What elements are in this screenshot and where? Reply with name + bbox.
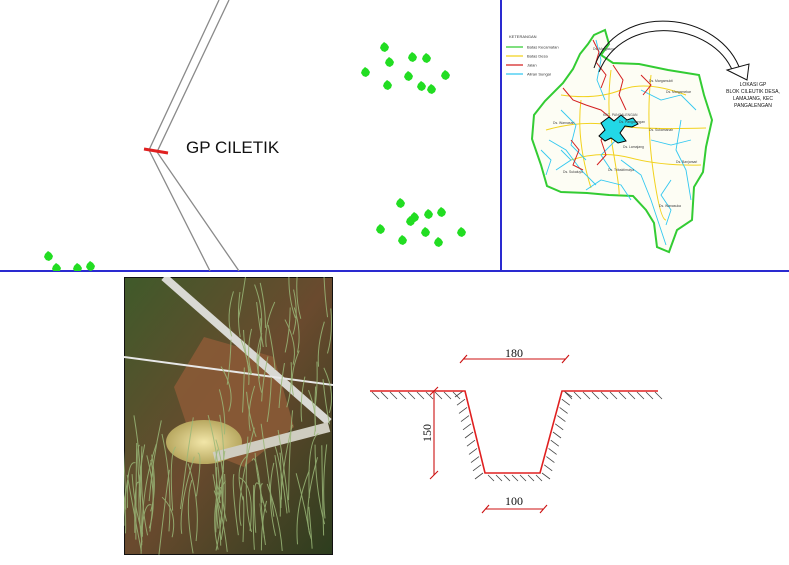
village-label: Ds. Sukamanah [649, 128, 673, 132]
depth-dimension [429, 386, 439, 480]
callout-line: LAMAJANG, KEC [733, 96, 773, 102]
bottom-width-dimension [481, 504, 548, 514]
tree-icon [73, 263, 82, 273]
village-label: KEC. PANGALENGAN [603, 113, 638, 117]
legend-label: Batas Desa [527, 54, 548, 59]
gp-marker [143, 147, 169, 155]
location-map-panel: KETERANGAN Batas Kecamatan Batas Desa Ja… [501, 0, 789, 271]
tree-icon [408, 52, 417, 62]
tree-icon [406, 216, 415, 226]
tree-icon [404, 71, 413, 81]
village-boundaries [545, 69, 707, 221]
tree-icon [421, 227, 430, 237]
tree-icon [44, 251, 53, 261]
site-photo [112, 272, 334, 556]
tree-icon [441, 70, 450, 80]
channel-profile [370, 390, 658, 474]
tree-icon [380, 42, 389, 52]
legend-label: Aliran Sungai [527, 72, 551, 77]
tree-icon [424, 209, 433, 219]
village-label: Ds. Sukaluyu [563, 170, 583, 174]
village-label: Ds. Pangalengan [619, 120, 645, 124]
tree-icon [434, 237, 443, 247]
tree-icon [398, 235, 407, 245]
legend-item: Batas Desa [506, 54, 548, 59]
tree-icon [437, 207, 446, 217]
tree-icon [422, 53, 431, 63]
callout-arrow [593, 20, 750, 81]
tree-icon [361, 67, 370, 77]
bottom-width-label: 100 [505, 494, 523, 508]
tree-icon [383, 80, 392, 90]
cross-section-drawing: 180 100 150 [370, 346, 663, 514]
legend-title: KETERANGAN [509, 34, 537, 39]
tree-icon [86, 261, 95, 271]
callout-line: LOKASI GP [740, 82, 767, 88]
tree-icon [427, 84, 436, 94]
ground-hatch [371, 390, 663, 482]
canal-line [148, 0, 240, 272]
village-label: Ds. Margamekar [666, 90, 692, 94]
legend-item: Aliran Sungai [506, 72, 551, 77]
tree-icon [385, 57, 394, 67]
village-label: Ds. Wanasuka [659, 204, 681, 208]
channel-cross-section: 180 100 150 [340, 280, 789, 560]
horizontal-divider [0, 270, 789, 272]
tree-icon [417, 81, 426, 91]
map-legend: KETERANGAN Batas Kecamatan Batas Desa Ja… [506, 34, 559, 77]
callout-text: LOKASI GP BLOK CILEUTIK DESA, LAMAJANG, … [726, 82, 780, 109]
village-label: Ds. Warnasari [553, 121, 575, 125]
location-map: KETERANGAN Batas Kecamatan Batas Desa Ja… [506, 20, 780, 254]
rivers [540, 39, 697, 246]
tree-icon [376, 224, 385, 234]
site-label: GP CILETIK [186, 138, 280, 157]
legend-item: Batas Kecamatan [506, 45, 559, 50]
legend-label: Jalan [527, 63, 537, 68]
top-width-label: 180 [505, 346, 523, 360]
site-area [598, 114, 639, 144]
site-plan-panel: GP CILETIK [0, 0, 500, 273]
callout-line: PANGALENGAN [734, 103, 772, 109]
tree-groups [44, 42, 466, 273]
legend-label: Batas Kecamatan [527, 45, 559, 50]
top-width-dimension [459, 354, 570, 364]
tree-icon [396, 198, 405, 208]
callout-line: BLOK CILEUTIK DESA, [726, 89, 780, 95]
depth-label: 150 [420, 424, 434, 442]
site-plan-drawing: GP CILETIK [44, 0, 466, 273]
legend-item: Jalan [506, 63, 537, 68]
photo-illustration [112, 272, 334, 556]
village-label: Ds. Margamukti [649, 79, 673, 83]
village-label: Ds. Banjarsari [676, 160, 698, 164]
village-label: Ds. Tribaktimulya [608, 168, 634, 172]
village-labels: Ds. Margamukti Ds. Margamekar Ds. Margal… [553, 47, 698, 208]
tree-icon [457, 227, 466, 237]
village-label: Ds. Lamajang [623, 145, 644, 149]
tree-icon [52, 263, 61, 273]
vertical-divider [500, 0, 502, 271]
